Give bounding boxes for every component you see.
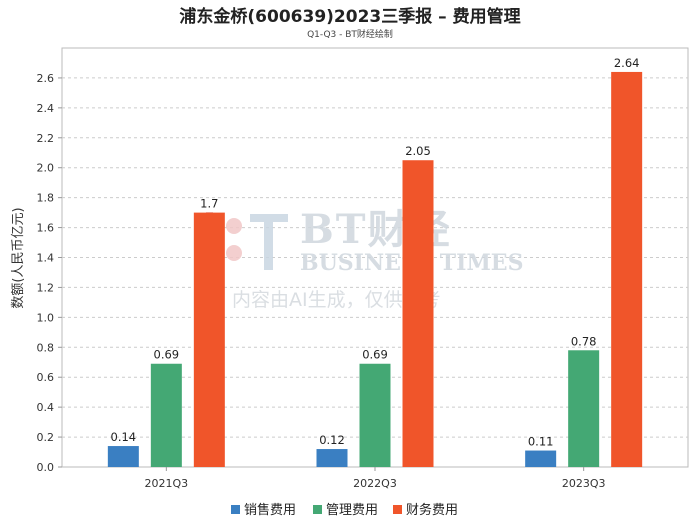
y-tick-label: 2.4 bbox=[37, 102, 55, 115]
legend-swatch-sales bbox=[231, 505, 240, 514]
y-tick-label: 1.6 bbox=[37, 222, 55, 235]
bar bbox=[611, 71, 643, 467]
bars: 0.14 0.69 1.7 0.12 0.69 2.05 0.11 0.78 2.64 bbox=[107, 56, 643, 467]
watermark-logo-bar bbox=[264, 214, 273, 270]
legend-label-finance: 财务费用 bbox=[406, 502, 458, 518]
bar bbox=[150, 363, 182, 467]
data-label: 0.78 bbox=[571, 334, 597, 348]
y-tick-label: 1.4 bbox=[37, 252, 55, 265]
legend-swatch-admin bbox=[313, 505, 322, 514]
data-label: 0.69 bbox=[362, 348, 388, 362]
y-tick-label: 2.0 bbox=[37, 162, 55, 175]
legend: 销售费用 管理费用 财务费用 bbox=[231, 502, 458, 518]
bar bbox=[568, 350, 600, 467]
y-tick-label: 2.2 bbox=[37, 132, 55, 145]
x-axis-ticks: 2021Q3 2022Q3 2023Q3 bbox=[145, 467, 606, 490]
watermark-logo-dot bbox=[226, 245, 242, 261]
y-tick-label: 0.4 bbox=[37, 401, 55, 414]
y-tick-label: 0.6 bbox=[37, 371, 55, 384]
x-tick-label: 2021Q3 bbox=[145, 477, 189, 490]
x-tick-label: 2022Q3 bbox=[353, 477, 397, 490]
data-label: 0.12 bbox=[319, 433, 345, 447]
y-tick-label: 2.6 bbox=[37, 72, 55, 85]
data-label: 2.05 bbox=[405, 144, 431, 158]
legend-swatch-finance bbox=[393, 505, 402, 514]
y-tick-label: 0.2 bbox=[37, 431, 55, 444]
data-label: 0.69 bbox=[154, 348, 180, 362]
legend-label-admin: 管理费用 bbox=[326, 503, 378, 518]
y-tick-label: 1.8 bbox=[37, 192, 55, 205]
watermark-logo-dot bbox=[226, 218, 242, 234]
y-tick-label: 1.2 bbox=[37, 281, 55, 294]
data-label: 0.11 bbox=[528, 435, 554, 449]
data-label: 1.7 bbox=[200, 197, 218, 211]
chart-subtitle: Q1-Q3 - BT财经绘制 bbox=[307, 28, 393, 40]
bar bbox=[316, 449, 348, 467]
watermark-note: 内容由AI生成，仅供参考 bbox=[232, 289, 441, 311]
y-tick-label: 0.8 bbox=[37, 341, 55, 354]
y-axis-ticks: 0.0 0.2 0.4 0.6 0.8 1.0 1.2 1.4 1.6 1.8 2.0 2.2 2.4 2… bbox=[37, 72, 62, 474]
y-tick-label: 1.0 bbox=[37, 311, 55, 324]
chart-title: 浦东金桥(600639)2023三季报 – 费用管理 bbox=[179, 6, 520, 27]
data-label: 0.14 bbox=[111, 430, 137, 444]
bar bbox=[193, 212, 225, 467]
bar bbox=[525, 450, 557, 467]
legend-label-sales: 销售费用 bbox=[244, 502, 296, 518]
y-axis-label: 数额(人民币亿元) bbox=[11, 207, 26, 308]
data-label: 2.64 bbox=[614, 56, 640, 70]
bar bbox=[359, 363, 391, 467]
bar bbox=[402, 160, 434, 467]
x-tick-label: 2023Q3 bbox=[562, 477, 606, 490]
bar bbox=[107, 446, 139, 467]
y-tick-label: 0.0 bbox=[37, 461, 55, 474]
